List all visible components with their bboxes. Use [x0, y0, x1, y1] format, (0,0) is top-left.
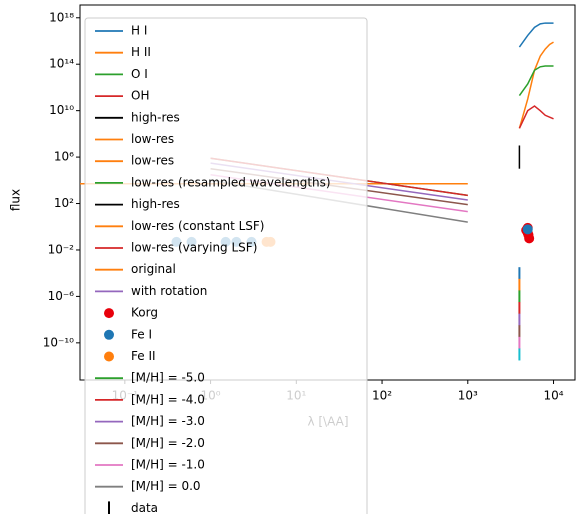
legend-label: high-res — [131, 197, 180, 211]
legend-handle — [104, 308, 114, 319]
x-tick-label: 10⁴ — [543, 389, 563, 403]
x-tick-label: 10² — [372, 389, 392, 403]
legend-label: OH — [131, 89, 149, 103]
legend-label: Fe I — [131, 327, 152, 341]
series-line — [518, 105, 554, 129]
series-line — [518, 65, 554, 96]
legend-handle — [104, 351, 114, 362]
y-tick-label: 10⁻¹⁰ — [43, 335, 74, 349]
legend-label: Fe II — [131, 349, 156, 363]
legend-label: low-res — [131, 132, 174, 146]
y-tick-label: 10¹⁸ — [49, 10, 74, 24]
scatter-point — [522, 224, 533, 235]
y-tick-label: 10² — [54, 196, 74, 210]
legend-label: [M/H] = -4.0 — [131, 392, 205, 406]
legend-label: [M/H] = -2.0 — [131, 436, 205, 450]
legend-label: [M/H] = -5.0 — [131, 371, 205, 385]
legend-label: O I — [131, 67, 148, 81]
y-tick-label: 10⁶ — [54, 150, 74, 164]
legend-label: low-res (constant LSF) — [131, 219, 265, 233]
y-tick-label: 10⁻² — [48, 242, 75, 256]
legend-label: H I — [131, 24, 147, 38]
series-line — [518, 41, 554, 129]
legend-label: low-res — [131, 154, 174, 168]
legend-label: with rotation — [131, 284, 207, 298]
y-axis-label: flux — [9, 189, 23, 211]
y-tick-label: 10¹⁴ — [49, 57, 74, 71]
legend-handle — [104, 329, 114, 340]
x-tick-label: 10³ — [458, 389, 478, 403]
legend-label: low-res (varying LSF) — [131, 241, 257, 255]
legend-label: H II — [131, 45, 151, 59]
legend-label: [M/H] = -1.0 — [131, 458, 205, 472]
legend-label: Korg — [131, 306, 158, 320]
y-tick-label: 10⁻⁶ — [48, 289, 75, 303]
legend-label: low-res (resampled wavelengths) — [131, 175, 331, 189]
series-line — [518, 22, 554, 48]
legend-label: data — [131, 501, 158, 514]
legend-label: [M/H] = 0.0 — [131, 479, 201, 493]
legend-label: original — [131, 262, 176, 276]
legend-label: [M/H] = -3.0 — [131, 414, 205, 428]
y-tick-label: 10¹⁰ — [49, 103, 74, 117]
legend-box — [84, 17, 368, 514]
legend-label: high-res — [131, 110, 180, 124]
